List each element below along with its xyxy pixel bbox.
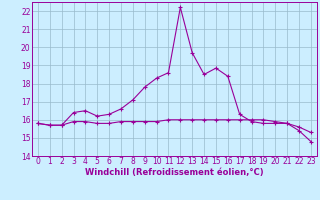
X-axis label: Windchill (Refroidissement éolien,°C): Windchill (Refroidissement éolien,°C) — [85, 168, 264, 177]
